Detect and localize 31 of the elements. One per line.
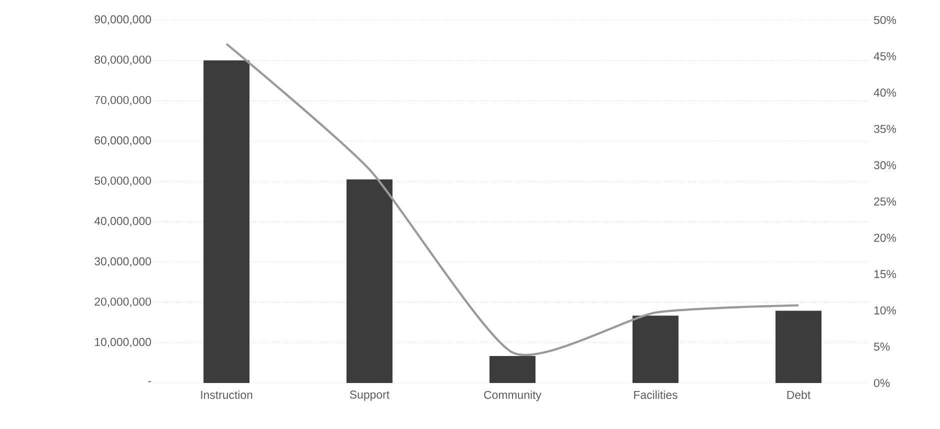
- y-tick-label: 50,000,000: [94, 176, 152, 186]
- y2-tick-label: 5%: [874, 342, 890, 351]
- y-tick-label: 40,000,000: [94, 216, 152, 226]
- y-tick-label: 10,000,000: [95, 338, 152, 348]
- y2-tick-label: 15%: [874, 270, 896, 278]
- y2-tick-label: 40%: [874, 88, 896, 97]
- y-tick-label: 70,000,000: [94, 96, 152, 106]
- y2-tick-label: 35%: [874, 124, 896, 133]
- y-tick-label: 90,000,000: [94, 15, 152, 25]
- y2-tick-label: 25%: [874, 197, 896, 206]
- x-tick-label: Facilities: [634, 390, 678, 399]
- y-tick-label: -: [148, 381, 151, 382]
- x-tick-label: Community: [484, 390, 542, 402]
- y2-tick-label: 20%: [874, 234, 896, 242]
- bar: [632, 316, 679, 383]
- y2-tick-label: 10%: [874, 306, 896, 314]
- y-tick-label: 20,000,000: [94, 298, 152, 308]
- bar: [776, 310, 822, 383]
- y2-tick-label: 0%: [874, 378, 890, 388]
- bar: [490, 356, 536, 383]
- y-tick-label: 80,000,000: [94, 56, 152, 66]
- bar: [346, 179, 392, 383]
- x-tick-label: Support: [350, 390, 390, 401]
- x-tick-label: Debt: [787, 390, 811, 399]
- y2-tick-label: 30%: [874, 161, 896, 170]
- y2-tick-label: 50%: [874, 16, 896, 24]
- x-tick-label: Instruction: [201, 390, 252, 399]
- y2-tick-label: 45%: [874, 52, 896, 60]
- y-tick-label: 30,000,000: [94, 257, 152, 267]
- y-tick-label: 60,000,000: [94, 136, 152, 146]
- bar: [204, 60, 250, 383]
